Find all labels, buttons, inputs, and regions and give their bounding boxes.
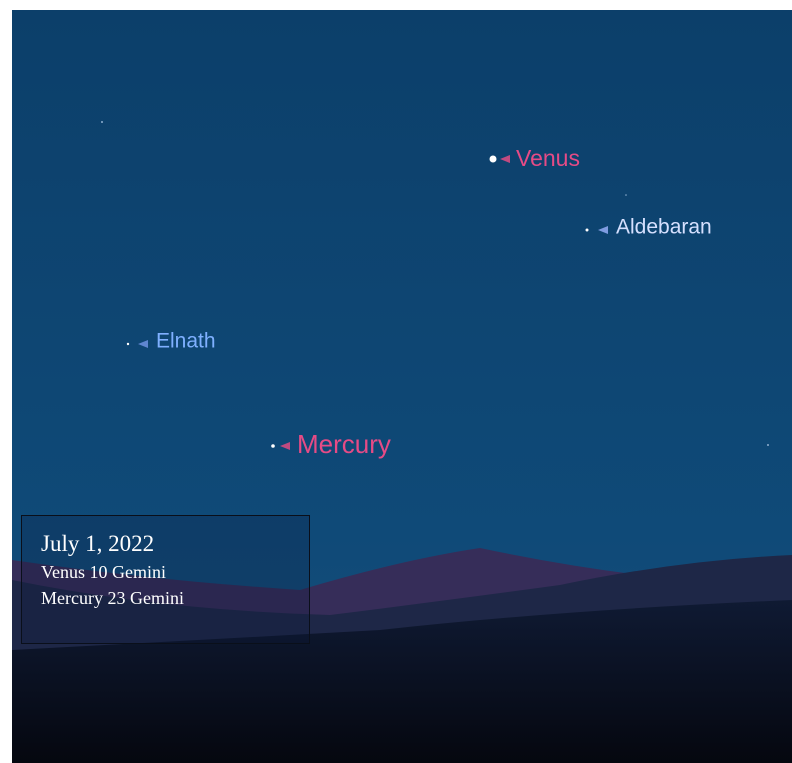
planet-label: Mercury bbox=[297, 429, 391, 459]
star-dot bbox=[586, 229, 589, 232]
sky-chart: Venus Aldebaran Elnath Mercury July 1, 2… bbox=[0, 0, 792, 763]
star-label: Aldebaran bbox=[616, 216, 712, 239]
star bbox=[101, 121, 103, 123]
star bbox=[625, 194, 627, 196]
caption-date: July 1, 2022 bbox=[41, 531, 154, 556]
caption-line: Venus 10 Gemini bbox=[41, 562, 166, 582]
caption-line: Mercury 23 Gemini bbox=[41, 588, 184, 608]
page: Venus Aldebaran Elnath Mercury July 1, 2… bbox=[0, 0, 792, 763]
planet-label: Venus bbox=[516, 145, 580, 171]
star bbox=[767, 444, 769, 446]
venus-dot bbox=[490, 156, 497, 163]
mercury-dot bbox=[271, 444, 275, 448]
star-label: Elnath bbox=[156, 330, 216, 353]
star-dot bbox=[127, 343, 129, 345]
